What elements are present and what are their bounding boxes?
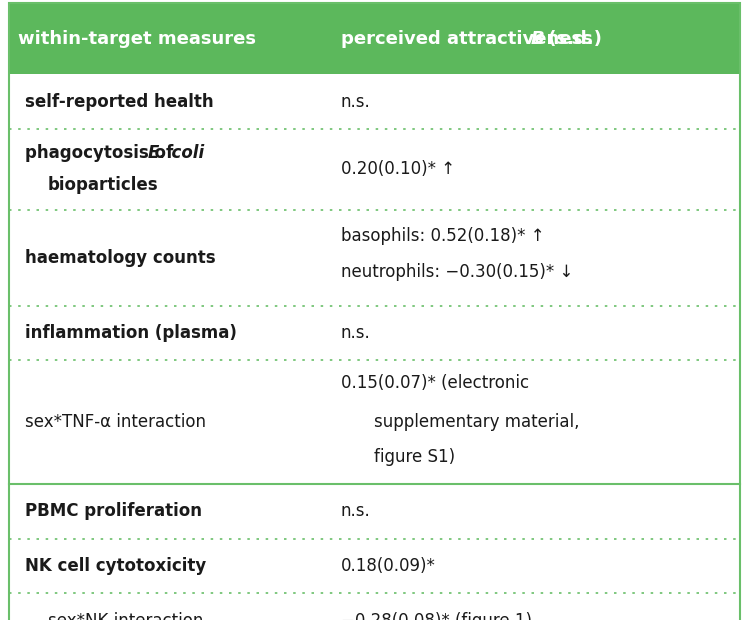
- Text: perceived attractiveness: perceived attractiveness: [341, 30, 598, 48]
- Text: neutrophils: −0.30(0.15)* ↓: neutrophils: −0.30(0.15)* ↓: [341, 263, 573, 281]
- Text: within-target measures: within-target measures: [18, 30, 256, 48]
- Text: n.s.: n.s.: [341, 502, 371, 521]
- Text: phagocytosis of: phagocytosis of: [25, 144, 180, 162]
- Text: haematology counts: haematology counts: [25, 249, 216, 267]
- Text: −0.28(0.08)* (figure 1): −0.28(0.08)* (figure 1): [341, 611, 532, 620]
- Bar: [9, 3, 740, 74]
- Text: figure S1): figure S1): [374, 448, 455, 466]
- Text: NK cell cytotoxicity: NK cell cytotoxicity: [25, 557, 207, 575]
- Text: n.s.: n.s.: [341, 92, 371, 111]
- Text: sex*NK interaction: sex*NK interaction: [48, 611, 203, 620]
- Text: 0.20(0.10)* ↑: 0.20(0.10)* ↑: [341, 160, 455, 179]
- Text: B: B: [530, 30, 544, 48]
- Text: E. coli: E. coli: [148, 144, 204, 162]
- Text: n.s.: n.s.: [341, 324, 371, 342]
- Text: 0.18(0.09)*: 0.18(0.09)*: [341, 557, 436, 575]
- Text: sex*TNF-α interaction: sex*TNF-α interaction: [25, 413, 207, 432]
- Text: supplementary material,: supplementary material,: [374, 413, 580, 432]
- Text: self-reported health: self-reported health: [25, 92, 214, 111]
- Text: 0.15(0.07)* (electronic: 0.15(0.07)* (electronic: [341, 373, 529, 392]
- Text: inflammation (plasma): inflammation (plasma): [25, 324, 237, 342]
- Text: bioparticles: bioparticles: [48, 176, 159, 195]
- Text: basophils: 0.52(0.18)* ↑: basophils: 0.52(0.18)* ↑: [341, 228, 545, 246]
- Text: (s.d.): (s.d.): [542, 30, 602, 48]
- Text: PBMC proliferation: PBMC proliferation: [25, 502, 202, 521]
